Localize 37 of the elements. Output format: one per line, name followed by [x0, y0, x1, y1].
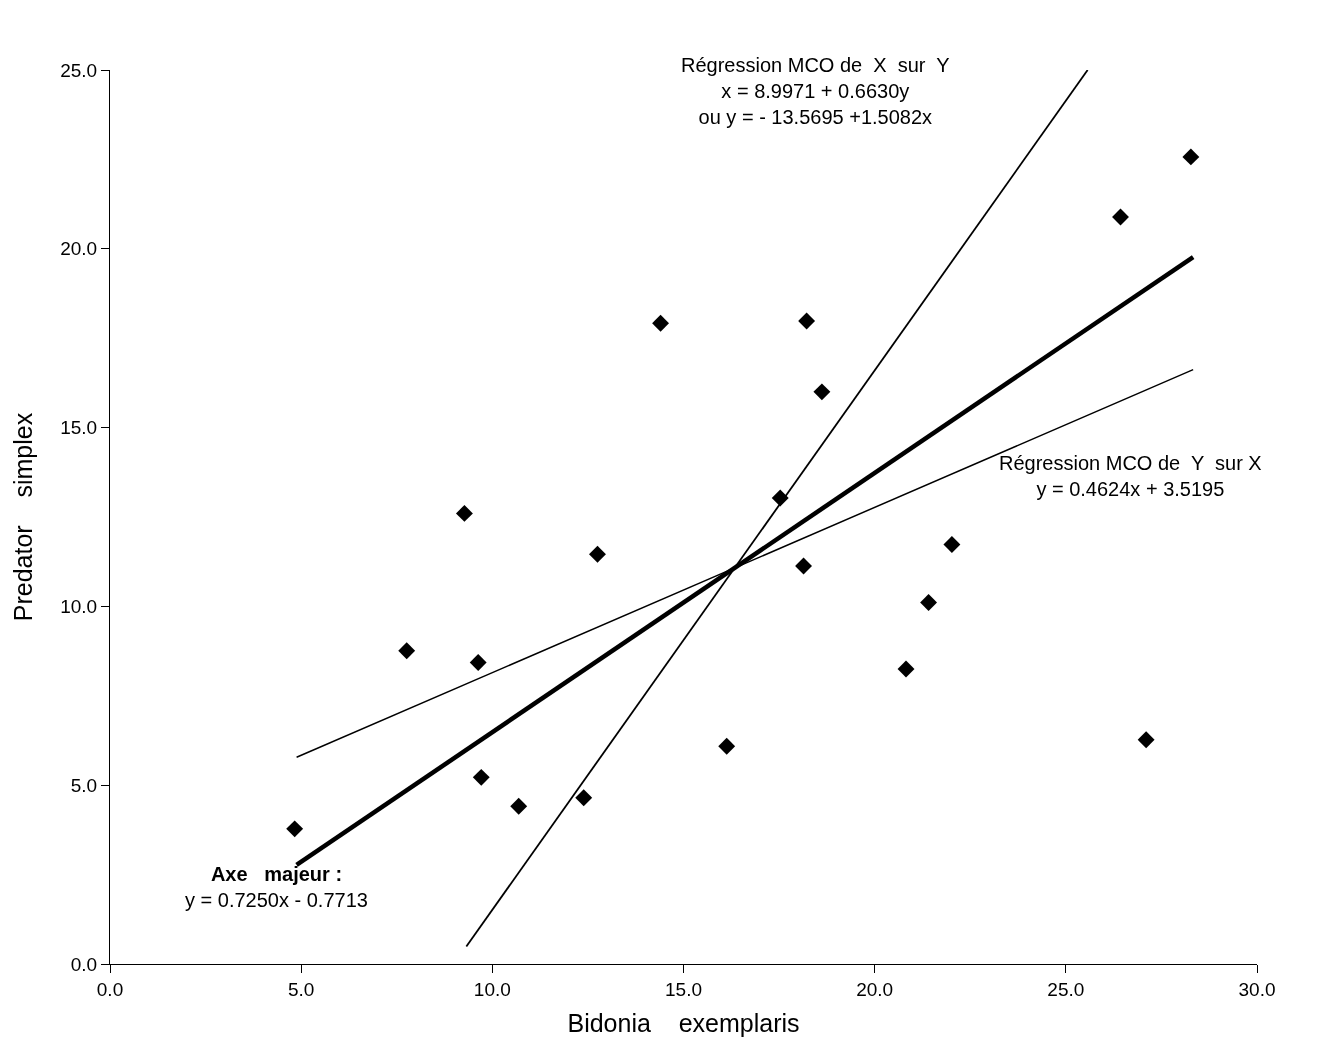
point	[286, 820, 304, 838]
point	[575, 789, 593, 807]
point	[1182, 148, 1200, 166]
point	[469, 654, 487, 671]
x-tick-label: 20.0	[856, 978, 894, 1000]
y-tick-label: 10.0	[60, 596, 98, 618]
y-tick-label: 0.0	[70, 953, 98, 975]
point	[472, 768, 490, 786]
point	[652, 314, 670, 332]
point	[943, 536, 961, 553]
point	[813, 383, 831, 401]
point	[795, 557, 812, 575]
point	[398, 642, 416, 660]
x-tick-label: 25.0	[1047, 978, 1085, 1000]
y-axis-title: Predator simplex	[8, 412, 37, 622]
x-tick-label: 15.0	[665, 978, 702, 1000]
y-tick-label: 25.0	[60, 59, 98, 81]
point	[1112, 208, 1129, 226]
x-tick-label: 30.0	[1238, 978, 1276, 1000]
point	[798, 312, 816, 330]
y-tick-label: 15.0	[60, 417, 98, 439]
point	[718, 737, 736, 755]
y-tick-label: 5.0	[70, 774, 98, 796]
annotation: Axe majeur : y = 0.7250x - 0.7713	[185, 863, 368, 911]
point	[1137, 731, 1155, 749]
point	[510, 797, 528, 815]
x-tick-label: 10.0	[473, 978, 511, 1000]
point	[920, 594, 938, 611]
x-tick-label: 5.0	[287, 978, 315, 1000]
x-tick-label: 0.0	[96, 978, 124, 1000]
point	[589, 545, 606, 563]
y-tick-label: 20.0	[60, 238, 98, 260]
point	[897, 660, 915, 678]
point	[455, 504, 473, 522]
x-axis-title: Bidonia exemplaris	[567, 1008, 800, 1037]
annotation: Régression MCO de Y sur X y = 0.4624x + 3.5195	[999, 452, 1262, 500]
annotation: Régression MCO de X sur Y x = 8.9971 + 0.6630y ou y = - 13.5695 +1.5082x	[681, 54, 950, 128]
